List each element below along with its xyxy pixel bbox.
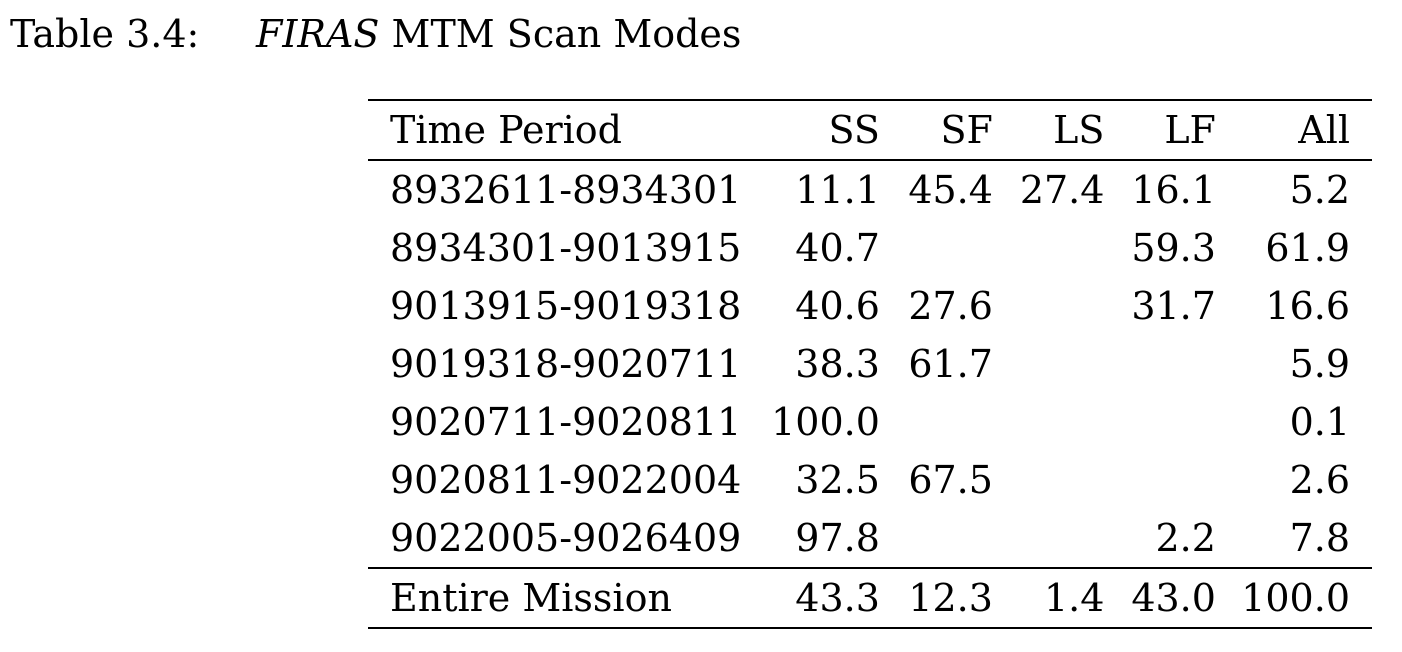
- cell-all: 7.8: [1289, 516, 1350, 560]
- cell-ls: 27.4: [1019, 168, 1105, 212]
- cell-ls: [993, 393, 1105, 451]
- cell-time-period: 9019318-9020711: [390, 342, 742, 386]
- cell-time-period: 9013915-9019318: [390, 284, 742, 328]
- cell-ls: [993, 277, 1105, 335]
- cell-sf: 67.5: [908, 458, 993, 502]
- cell-ss: 32.5: [795, 458, 880, 502]
- cell-lf: 2.2: [1155, 516, 1216, 560]
- table-row: 9020711-9020811 100.0 0.1: [368, 393, 1372, 451]
- cell-sf: 27.6: [908, 284, 993, 328]
- cell-ss: 11.1: [795, 168, 880, 212]
- cell-lf: 16.1: [1131, 168, 1216, 212]
- header-ls: LS: [1053, 108, 1105, 152]
- header-row: Time Period SS SF LS LF All: [368, 100, 1372, 160]
- total-all: 100.0: [1241, 576, 1350, 620]
- cell-lf: [1104, 335, 1216, 393]
- header-sf: SF: [940, 108, 993, 152]
- cell-ls: [993, 509, 1105, 568]
- cell-sf: [880, 393, 993, 451]
- cell-lf: 59.3: [1131, 226, 1216, 270]
- cell-lf: [1104, 451, 1216, 509]
- cell-sf: 61.7: [908, 342, 993, 386]
- caption-title-italic: FIRAS: [256, 12, 380, 56]
- cell-time-period: 9020811-9022004: [390, 458, 742, 502]
- total-row: Entire Mission 43.3 12.3 1.4 43.0 100.0: [368, 568, 1372, 628]
- header-time-period: Time Period: [390, 108, 622, 152]
- table-row: 9013915-9019318 40.6 27.6 31.7 16.6: [368, 277, 1372, 335]
- cell-ls: [993, 451, 1105, 509]
- cell-all: 16.6: [1265, 284, 1350, 328]
- table-row: 9019318-9020711 38.3 61.7 5.9: [368, 335, 1372, 393]
- table-row: 8932611-8934301 11.1 45.4 27.4 16.1 5.2: [368, 160, 1372, 219]
- cell-sf: [880, 219, 993, 277]
- total-lf: 43.0: [1131, 576, 1216, 620]
- cell-ls: [993, 335, 1105, 393]
- cell-lf: 31.7: [1131, 284, 1216, 328]
- cell-all: 5.2: [1289, 168, 1350, 212]
- cell-all: 2.6: [1289, 458, 1350, 502]
- header-lf: LF: [1164, 108, 1216, 152]
- header-all: All: [1298, 108, 1350, 152]
- cell-time-period: 8932611-8934301: [390, 168, 742, 212]
- table-row: 9020811-9022004 32.5 67.5 2.6: [368, 451, 1372, 509]
- cell-ss: 38.3: [795, 342, 880, 386]
- caption-title: MTM Scan Modes: [379, 12, 742, 56]
- cell-ss: 40.7: [795, 226, 880, 270]
- cell-lf: [1104, 393, 1216, 451]
- cell-time-period: 9022005-9026409: [390, 516, 742, 560]
- total-ss: 43.3: [795, 576, 880, 620]
- cell-ss: 40.6: [795, 284, 880, 328]
- cell-ss: 97.8: [795, 516, 880, 560]
- cell-ls: [993, 219, 1105, 277]
- cell-time-period: 8934301-9013915: [390, 226, 742, 270]
- table-caption: Table 3.4: FIRAS MTM Scan Modes: [10, 8, 741, 60]
- cell-all: 61.9: [1265, 226, 1350, 270]
- cell-sf: 45.4: [908, 168, 993, 212]
- header-ss: SS: [828, 108, 880, 152]
- cell-ss: 100.0: [771, 400, 880, 444]
- table-row: 9022005-9026409 97.8 2.2 7.8: [368, 509, 1372, 568]
- cell-sf: [880, 509, 993, 568]
- cell-all: 0.1: [1289, 400, 1350, 444]
- total-label: Entire Mission: [390, 576, 672, 620]
- cell-all: 5.9: [1289, 342, 1350, 386]
- caption-label: Table 3.4:: [10, 12, 200, 56]
- table-row: 8934301-9013915 40.7 59.3 61.9: [368, 219, 1372, 277]
- scan-modes-table: Time Period SS SF LS LF All 8932611-8934…: [368, 99, 1372, 629]
- total-ls: 1.4: [1043, 576, 1105, 620]
- cell-time-period: 9020711-9020811: [390, 400, 742, 444]
- total-sf: 12.3: [908, 576, 993, 620]
